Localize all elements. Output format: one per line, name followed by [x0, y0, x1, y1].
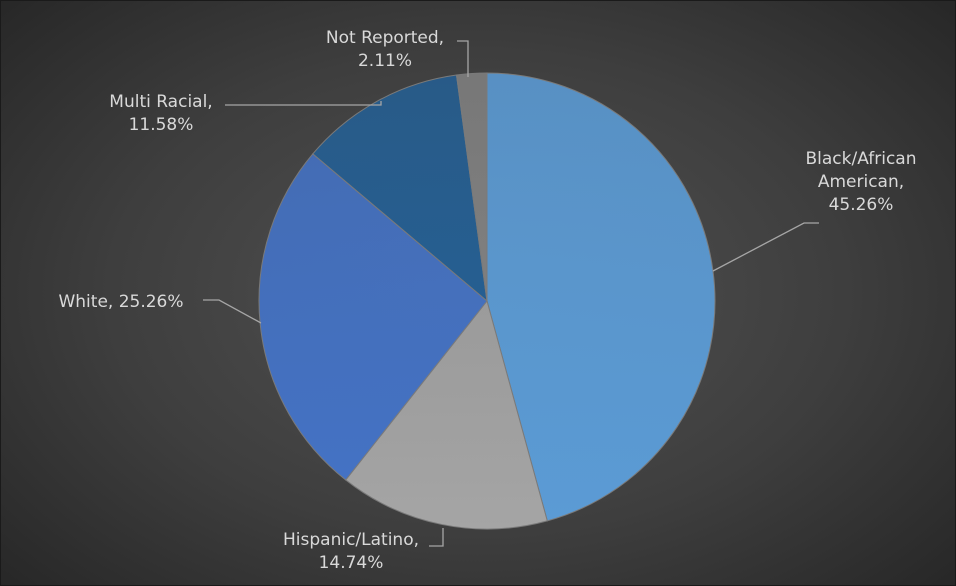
data-label-black-african-american: Black/African American, 45.26% [806, 149, 917, 215]
data-label-hispanic-latino: Hispanic/Latino, 14.74% [283, 530, 419, 573]
pie-slice-white [258, 153, 488, 481]
pie-slice-not-reported [455, 72, 488, 302]
data-label-line: Not Reported, [326, 28, 444, 48]
data-label-line: Hispanic/Latino, [283, 530, 419, 550]
leader-line-black-african-american [712, 222, 819, 272]
pie-slices [258, 72, 716, 530]
leader-line-not-reported [457, 40, 469, 77]
data-label-line: American, [818, 172, 904, 192]
leader-line-white [203, 299, 262, 324]
pie-slice-multi-racial [312, 74, 488, 303]
data-label-line: 45.26% [829, 195, 894, 215]
data-label-line: Multi Racial, [109, 92, 212, 112]
data-label-line: 11.58% [129, 115, 194, 135]
data-label-line: Black/African [806, 149, 917, 169]
leader-line-multi-racial [225, 101, 382, 106]
data-label-multi-racial: Multi Racial, 11.58% [109, 92, 212, 135]
data-label-not-reported: Not Reported, 2.11% [326, 28, 444, 71]
data-label-white: White, 25.26% [58, 292, 183, 312]
leader-lines [203, 40, 819, 547]
data-label-line: 14.74% [319, 553, 384, 573]
data-labels: Black/African American, 45.26% Hispanic/Lat… [58, 28, 916, 573]
data-label-line: 2.11% [358, 51, 412, 71]
data-label-line: White, 25.26% [58, 292, 183, 312]
pie-slice-hispanic-latino [345, 299, 548, 530]
leader-line-hispanic-latino [429, 528, 444, 547]
